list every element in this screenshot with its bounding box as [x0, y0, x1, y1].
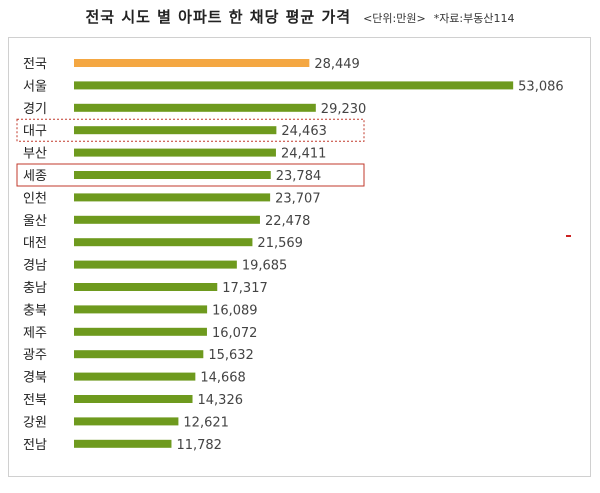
category-label: 대전 [23, 236, 47, 251]
category-label: 인천 [23, 191, 47, 206]
category-label: 경남 [23, 259, 47, 274]
bar [74, 215, 260, 224]
bar [74, 171, 271, 179]
category-label: 전북 [23, 393, 47, 408]
category-label: 대구 [23, 124, 47, 139]
bar [74, 327, 207, 336]
value-label: 14,668 [200, 371, 246, 386]
value-label: 16,089 [212, 303, 258, 318]
category-label: 충북 [23, 303, 47, 318]
bar [74, 103, 316, 112]
category-label: 전남 [23, 438, 47, 453]
bar [74, 350, 204, 359]
value-label: 28,449 [314, 57, 360, 72]
bar [74, 395, 193, 403]
stray-mark [566, 235, 571, 237]
highlight-box [16, 163, 365, 187]
category-label: 제주 [23, 326, 47, 341]
value-label: 12,621 [183, 415, 229, 430]
category-label: 경북 [23, 371, 47, 386]
bar [74, 305, 208, 314]
value-label: 23,707 [275, 191, 321, 206]
value-label: 11,782 [176, 438, 222, 453]
bar [74, 372, 196, 381]
bar [74, 193, 271, 202]
source-note: *자료:부동산114 [433, 12, 515, 25]
value-label: 24,411 [281, 147, 327, 162]
value-label: 29,230 [321, 102, 367, 117]
highlight-box [16, 118, 365, 142]
category-label: 울산 [23, 214, 47, 229]
bar [74, 238, 253, 247]
category-label: 충남 [23, 281, 47, 296]
bar-chart: 전국 28,449 서울 53,086 경기 29,230 대구 24,463 부산 24,411… [16, 57, 564, 453]
bar [74, 439, 172, 448]
value-label: 53,086 [518, 79, 564, 94]
category-label: 부산 [23, 147, 47, 162]
chart-title: 전국 시도 별 아파트 한 채당 평균 가격 [85, 8, 352, 26]
category-label: 세종 [23, 169, 47, 184]
chart-frame: 전국 28,449 서울 53,086 경기 29,230 대구 24,463 부산 24,411… [8, 37, 591, 477]
category-label: 강원 [23, 415, 47, 430]
title-row: 전국 시도 별 아파트 한 채당 평균 가격 <단위:만원> *자료:부동산11… [0, 6, 600, 30]
value-label: 16,072 [212, 326, 258, 341]
value-label: 17,317 [222, 281, 268, 296]
category-label: 경기 [23, 102, 47, 117]
category-label: 광주 [23, 348, 47, 363]
value-label: 14,326 [198, 393, 244, 408]
bar [74, 417, 179, 426]
unit-note: <단위:만원> [363, 12, 426, 25]
bar [74, 148, 276, 157]
value-label: 15,632 [208, 348, 254, 363]
value-label: 19,685 [242, 259, 288, 274]
value-label: 24,463 [281, 124, 327, 139]
bar [74, 59, 310, 67]
value-label: 23,784 [276, 169, 322, 184]
bar [74, 283, 218, 291]
bar [74, 126, 277, 135]
bar [74, 260, 237, 269]
category-label: 서울 [23, 79, 47, 94]
value-label: 22,478 [265, 214, 311, 229]
value-label: 21,569 [257, 236, 303, 251]
bar [74, 81, 514, 90]
category-label: 전국 [23, 57, 47, 72]
